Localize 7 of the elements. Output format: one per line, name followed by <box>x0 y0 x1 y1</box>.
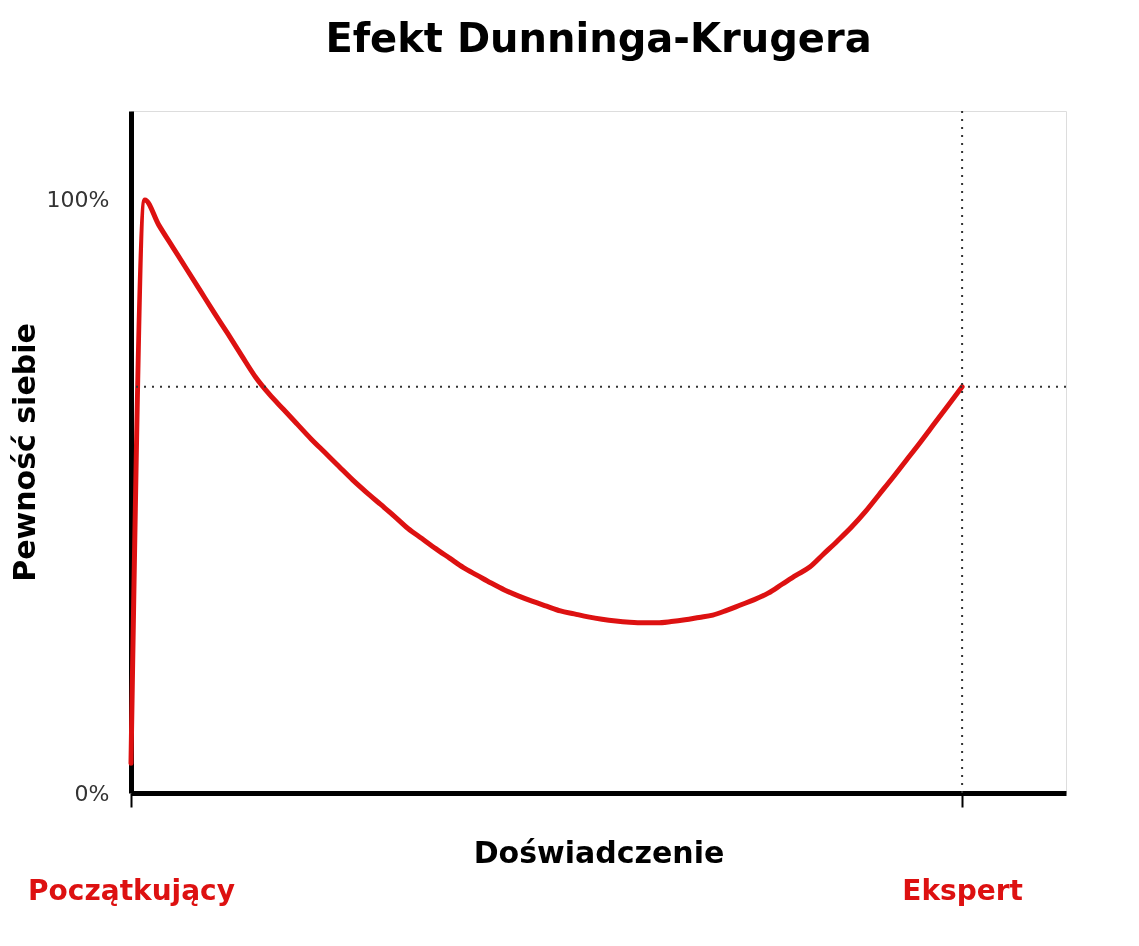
x-tick-label: Początkujący <box>28 873 235 907</box>
chart-title: Efekt Dunninga-Krugera <box>325 15 872 61</box>
x-axis-title: Doświadczenie <box>473 834 725 870</box>
y-tick-label: 0% <box>74 780 110 806</box>
y-axis-title: Pewność siebie <box>6 323 42 582</box>
y-tick-label: 100% <box>46 187 110 213</box>
x-tick-label: Ekspert <box>902 873 1023 907</box>
